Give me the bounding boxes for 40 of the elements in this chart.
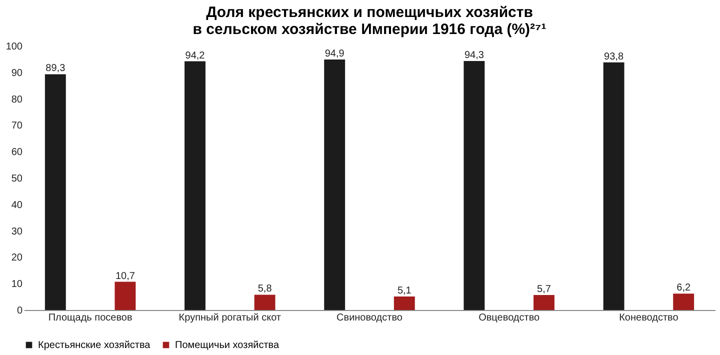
data-label: 5,1 bbox=[397, 286, 412, 297]
data-label: 93,8 bbox=[604, 51, 624, 62]
y-tick-label: 100 bbox=[6, 42, 23, 52]
data-label: 94,2 bbox=[185, 50, 206, 62]
y-tick-label: 40 bbox=[11, 200, 23, 211]
data-label: 10,7 bbox=[115, 270, 136, 282]
bar bbox=[673, 294, 694, 310]
y-tick-label: 50 bbox=[11, 174, 23, 184]
data-label: 94,3 bbox=[464, 50, 484, 62]
bar bbox=[324, 59, 346, 310]
x-tick-label: Овцеводство bbox=[478, 312, 540, 324]
bar bbox=[254, 294, 276, 310]
y-tick-label: 60 bbox=[11, 147, 23, 158]
data-label: 89,3 bbox=[46, 63, 66, 74]
bar bbox=[394, 296, 415, 310]
data-label: 5,7 bbox=[537, 284, 552, 295]
y-tick-label: 80 bbox=[11, 94, 23, 106]
bar bbox=[184, 61, 206, 310]
bar bbox=[114, 282, 136, 310]
bar bbox=[603, 62, 624, 310]
y-tick-label: 90 bbox=[11, 68, 23, 79]
legend-label: Помещичьи хозяйства bbox=[175, 340, 280, 351]
y-tick-label: 10 bbox=[11, 279, 23, 290]
x-tick-label: Крупный рогатый скот bbox=[178, 312, 282, 324]
text: Доля крестьянских и помещичьих хозяйств bbox=[206, 4, 533, 21]
x-tick-label: Свиноводство bbox=[336, 312, 403, 324]
x-tick-label: Коневодство bbox=[619, 312, 679, 324]
data-label: 94,9 bbox=[324, 48, 345, 60]
x-tick-label: Площадь посевов bbox=[48, 312, 132, 324]
y-tick-label: 20 bbox=[11, 252, 23, 264]
text: в сельском хозяйстве Империи 1916 года (%)²⁷¹ bbox=[192, 21, 546, 38]
legend-label: Крестьянские хозяйства bbox=[38, 340, 151, 351]
data-label: 6,2 bbox=[676, 282, 691, 294]
bar bbox=[44, 74, 66, 310]
bar bbox=[534, 294, 554, 310]
data-label: 5,8 bbox=[258, 284, 272, 295]
bar bbox=[464, 61, 485, 310]
y-tick-label: 0 bbox=[16, 306, 23, 316]
y-tick-label: 70 bbox=[11, 120, 23, 132]
y-tick-label: 30 bbox=[11, 226, 23, 238]
